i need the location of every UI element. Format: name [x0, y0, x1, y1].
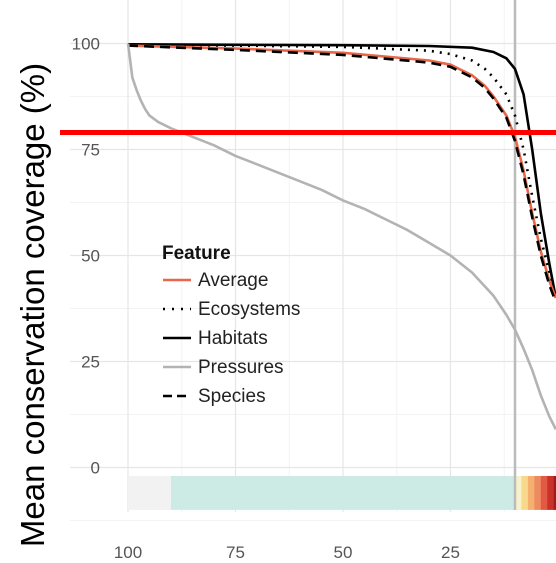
color-bar-segment	[534, 475, 542, 510]
color-bar-segment	[128, 475, 172, 510]
series-line-average	[127, 44, 556, 299]
series-line-habitats	[127, 43, 556, 299]
y-tick-label: 25	[81, 353, 100, 372]
legend-title: Feature	[162, 243, 231, 264]
color-bar-segment	[171, 475, 516, 510]
grid	[70, 0, 556, 521]
color-bar-segment	[553, 475, 556, 510]
y-axis-label: Mean conservation coverage (%)	[14, 63, 51, 547]
y-tick-label: 75	[81, 141, 100, 160]
legend: Feature Average Ecosystems Habitats Pressure…	[162, 243, 300, 407]
color-bar	[128, 475, 556, 510]
y-tick-label: 0	[91, 459, 100, 478]
color-bar-segment	[515, 475, 522, 510]
series-line-pressures	[126, 43, 556, 430]
series-line-species	[127, 44, 556, 303]
y-tick-label: 100	[72, 35, 100, 54]
legend-label-species: Species	[198, 386, 266, 407]
x-tick-label: 100	[114, 543, 142, 562]
color-bar-segment	[521, 475, 529, 510]
y-tick-label: 50	[81, 247, 100, 266]
x-tick-label: 75	[226, 543, 245, 562]
x-tick-label: 50	[334, 543, 353, 562]
legend-label-habitats: Habitats	[198, 328, 268, 349]
x-tick-label: 25	[441, 543, 460, 562]
tick-labels: 100 75 50 25 100 75 50 25 0	[72, 35, 460, 563]
series-lines	[126, 43, 556, 430]
legend-label-average: Average	[198, 270, 268, 291]
color-bar-segment	[547, 475, 555, 510]
legend-label-pressures: Pressures	[198, 357, 284, 378]
series-line-ecosystems	[127, 43, 556, 299]
legend-label-ecosystems: Ecosystems	[198, 299, 300, 320]
color-bar-segment	[540, 475, 548, 510]
color-bar-segment	[527, 475, 535, 510]
